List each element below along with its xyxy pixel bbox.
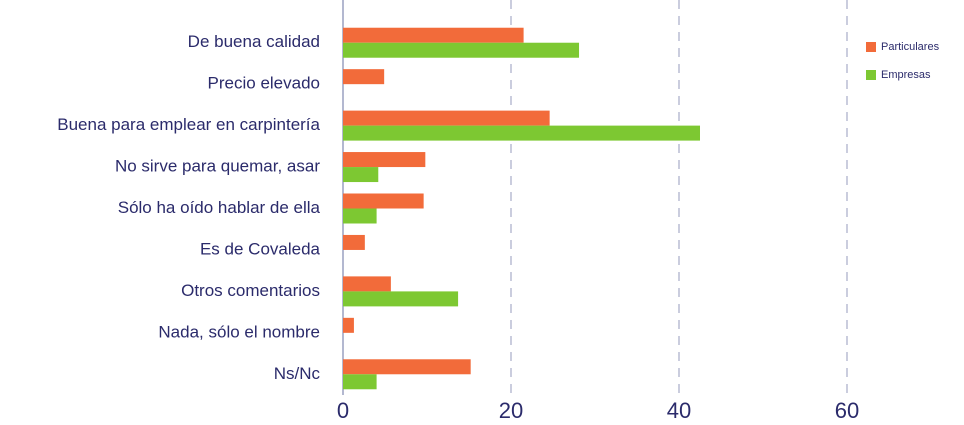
legend-label: Particulares — [881, 41, 940, 53]
bar — [343, 69, 385, 85]
y-tick-label: Precio elevado — [208, 74, 320, 93]
bar — [343, 167, 379, 183]
y-tick-label: No sirve para quemar, asar — [115, 157, 320, 176]
x-tick-label: 0 — [337, 398, 349, 423]
y-tick-label: Nada, sólo el nombre — [158, 322, 320, 341]
bar — [343, 374, 377, 390]
bar — [343, 42, 580, 58]
legend-label: Empresas — [881, 69, 931, 81]
bar — [343, 359, 471, 375]
bar — [343, 276, 391, 292]
bar — [343, 110, 550, 126]
x-tick-label: 20 — [499, 398, 523, 423]
bar — [343, 193, 424, 209]
legend-swatch — [866, 70, 876, 80]
bar — [343, 234, 365, 250]
bar — [343, 291, 459, 307]
bar — [343, 152, 426, 168]
bar — [343, 125, 700, 141]
legend-swatch — [866, 42, 876, 52]
y-tick-label: Ns/Nc — [274, 364, 321, 383]
x-tick-label: 60 — [835, 398, 859, 423]
y-tick-label: Buena para emplear en carpintería — [57, 115, 320, 134]
bar — [343, 208, 377, 224]
y-tick-label: De buena calidad — [188, 32, 320, 51]
bar — [343, 27, 524, 43]
bar — [343, 317, 354, 333]
y-tick-label: Es de Covaleda — [200, 239, 321, 258]
y-tick-label: Otros comentarios — [181, 281, 320, 300]
x-tick-label: 40 — [667, 398, 691, 423]
y-tick-label: Sólo ha oído hablar de ella — [118, 198, 321, 217]
